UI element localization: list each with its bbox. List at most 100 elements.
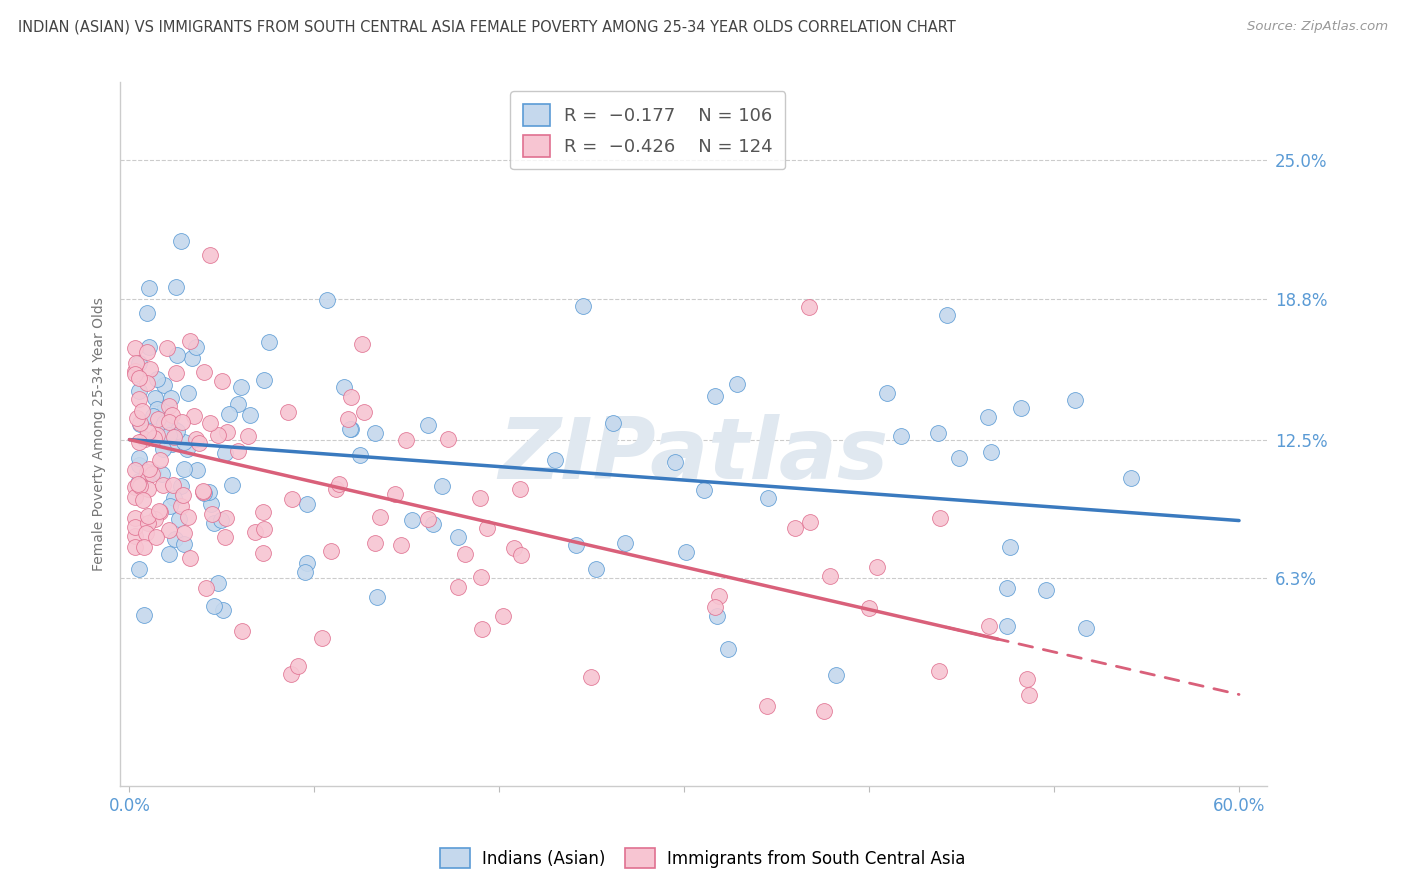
Point bbox=[128, 384, 150, 399]
Point bbox=[165, 279, 187, 293]
Point bbox=[124, 463, 146, 477]
Point bbox=[162, 478, 184, 492]
Point bbox=[193, 484, 215, 499]
Point bbox=[998, 540, 1021, 554]
Point bbox=[571, 299, 593, 313]
Point bbox=[163, 491, 186, 505]
Point bbox=[157, 415, 180, 429]
Point bbox=[209, 513, 232, 527]
Point bbox=[704, 599, 727, 614]
Point bbox=[139, 361, 162, 376]
Point bbox=[138, 425, 160, 440]
Point bbox=[124, 367, 146, 381]
Legend: R =  −0.177    N = 106, R =  −0.426    N = 124: R = −0.177 N = 106, R = −0.426 N = 124 bbox=[510, 91, 786, 169]
Point bbox=[693, 483, 716, 497]
Point bbox=[198, 248, 221, 262]
Point bbox=[172, 488, 194, 502]
Point bbox=[214, 530, 236, 544]
Point bbox=[725, 377, 748, 392]
Text: Source: ZipAtlas.com: Source: ZipAtlas.com bbox=[1247, 20, 1388, 33]
Point bbox=[236, 429, 259, 443]
Point bbox=[183, 409, 205, 423]
Point bbox=[124, 364, 146, 378]
Point bbox=[281, 492, 304, 507]
Point bbox=[890, 429, 912, 443]
Point bbox=[707, 590, 730, 604]
Point bbox=[177, 386, 200, 401]
Point bbox=[128, 562, 150, 576]
Point bbox=[157, 523, 180, 537]
Point bbox=[201, 507, 224, 521]
Point bbox=[325, 482, 347, 496]
Point bbox=[416, 511, 439, 525]
Point bbox=[195, 581, 218, 595]
Point bbox=[157, 399, 180, 413]
Point bbox=[129, 417, 152, 431]
Point bbox=[1119, 471, 1142, 485]
Point bbox=[226, 444, 249, 458]
Point bbox=[170, 499, 193, 513]
Point bbox=[127, 477, 149, 491]
Point bbox=[948, 450, 970, 465]
Point bbox=[135, 468, 157, 483]
Point bbox=[204, 599, 226, 614]
Point bbox=[187, 436, 209, 450]
Point bbox=[824, 667, 846, 681]
Point bbox=[295, 556, 318, 570]
Point bbox=[980, 445, 1002, 459]
Point bbox=[159, 391, 181, 405]
Legend: Indians (Asian), Immigrants from South Central Asia: Indians (Asian), Immigrants from South C… bbox=[432, 839, 974, 877]
Point bbox=[163, 430, 186, 444]
Point bbox=[165, 366, 187, 380]
Point bbox=[1015, 672, 1038, 686]
Point bbox=[401, 513, 423, 527]
Point bbox=[706, 609, 728, 624]
Point bbox=[328, 477, 350, 491]
Point bbox=[152, 442, 174, 456]
Point bbox=[156, 341, 179, 355]
Point bbox=[215, 510, 238, 524]
Point bbox=[215, 425, 238, 440]
Point bbox=[148, 412, 170, 426]
Point bbox=[128, 392, 150, 407]
Point bbox=[470, 569, 492, 583]
Point bbox=[352, 337, 374, 351]
Point bbox=[166, 425, 188, 439]
Point bbox=[447, 580, 470, 594]
Point bbox=[339, 391, 361, 405]
Point bbox=[184, 340, 207, 354]
Point bbox=[257, 334, 280, 349]
Point bbox=[995, 581, 1018, 595]
Point bbox=[170, 234, 193, 248]
Point bbox=[125, 356, 148, 370]
Point bbox=[128, 475, 150, 489]
Point bbox=[200, 497, 222, 511]
Point bbox=[176, 442, 198, 456]
Point bbox=[193, 483, 215, 498]
Point bbox=[336, 412, 359, 426]
Point bbox=[239, 408, 262, 422]
Point bbox=[979, 619, 1001, 633]
Point bbox=[146, 402, 169, 417]
Point bbox=[491, 609, 513, 624]
Point bbox=[170, 478, 193, 492]
Point bbox=[447, 530, 470, 544]
Point bbox=[132, 540, 155, 554]
Point bbox=[252, 505, 274, 519]
Point bbox=[509, 482, 531, 496]
Point bbox=[418, 417, 440, 432]
Point bbox=[197, 485, 219, 500]
Point bbox=[280, 666, 302, 681]
Point bbox=[198, 417, 221, 431]
Point bbox=[333, 380, 356, 394]
Point bbox=[145, 530, 167, 544]
Point bbox=[936, 308, 959, 322]
Point bbox=[135, 526, 157, 541]
Point bbox=[138, 281, 160, 295]
Point bbox=[179, 334, 201, 348]
Point bbox=[172, 415, 194, 429]
Point bbox=[179, 551, 201, 566]
Point bbox=[128, 416, 150, 430]
Point bbox=[153, 400, 176, 414]
Point bbox=[502, 541, 524, 556]
